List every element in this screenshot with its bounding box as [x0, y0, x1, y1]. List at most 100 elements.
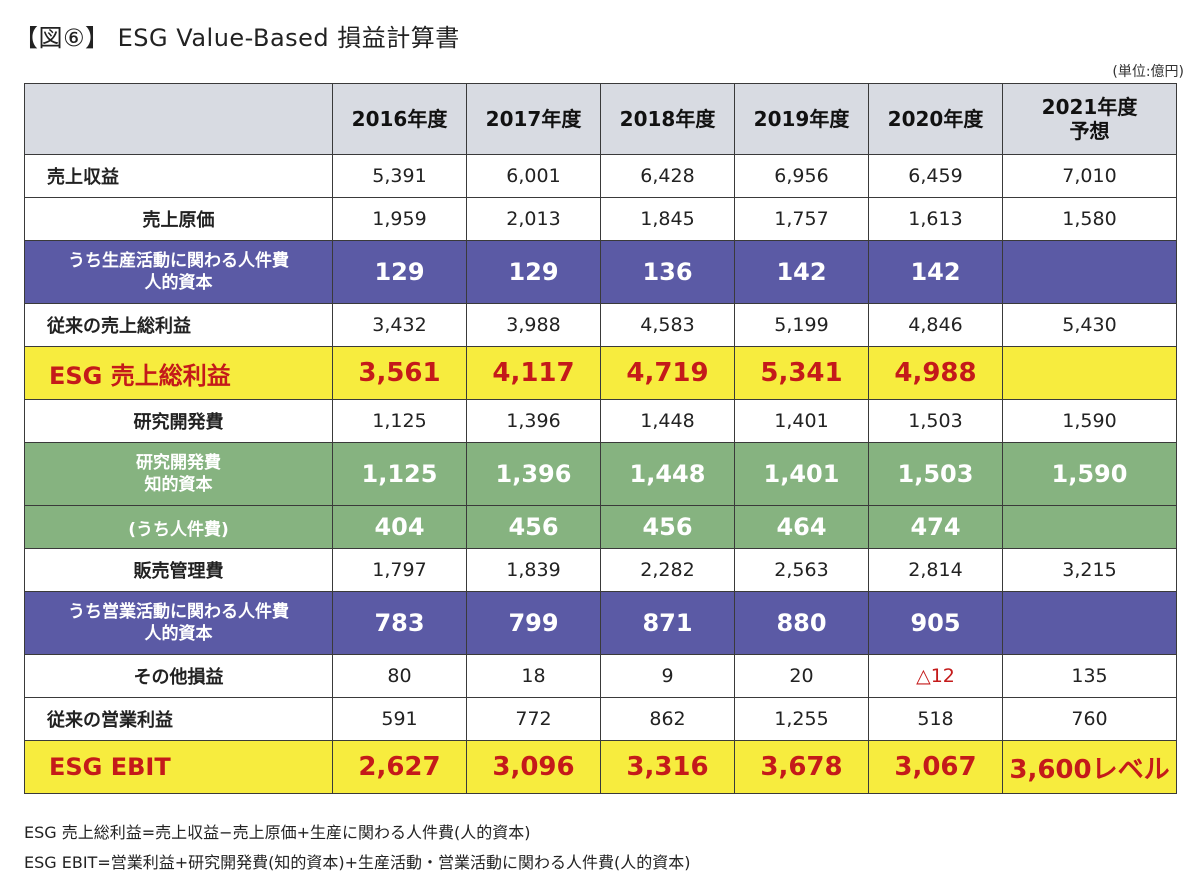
row-label: 研究開発費	[24, 399, 333, 443]
value-cell: 1,580	[1002, 197, 1177, 241]
row-label-text: (うち人件費)	[128, 519, 229, 540]
table-body: 売上収益 5,391 6,001 6,428 6,956 6,459 7,010 売上原価 1,…	[24, 154, 1177, 794]
value-cell: 2,814	[868, 548, 1003, 592]
value-cell: 1,590	[1002, 442, 1177, 506]
value-cell: 3,316	[600, 740, 735, 794]
value-cell: 1,797	[332, 548, 467, 592]
value-cell: 862	[600, 697, 735, 741]
row-label: 売上収益	[24, 154, 333, 198]
row-label-text: うち営業活動に関わる人件費	[68, 602, 289, 622]
table-row: 販売管理費 1,797 1,839 2,282 2,563 2,814 3,215	[24, 548, 1177, 592]
table-row: 従来の営業利益 591 772 862 1,255 518 760	[24, 697, 1177, 741]
row-label-text: 売上収益	[47, 167, 119, 188]
row-label: ESG 売上総利益	[24, 346, 333, 400]
value-cell: 1,845	[600, 197, 735, 241]
value-cell: 142	[868, 240, 1003, 304]
value-cell: 5,199	[734, 303, 869, 347]
value-cell: 1,401	[734, 442, 869, 506]
value-cell: 1,959	[332, 197, 467, 241]
value-cell: 474	[868, 505, 1003, 549]
row-label-text: 従来の売上総利益	[47, 316, 191, 337]
value-cell: 2,563	[734, 548, 869, 592]
header-corner	[24, 83, 333, 155]
table-row: 研究開発費 知的資本 1,125 1,396 1,448 1,401 1,503 1,590	[24, 442, 1177, 506]
value-cell: 591	[332, 697, 467, 741]
header-2021-year: 2021年度	[1041, 95, 1138, 119]
value-cell: 1,448	[600, 399, 735, 443]
value-cell: 1,503	[868, 442, 1003, 506]
row-label-sub: 知的資本	[144, 475, 213, 495]
value-cell: 136	[600, 240, 735, 304]
value-cell: 456	[466, 505, 601, 549]
table-row: 売上原価 1,959 2,013 1,845 1,757 1,613 1,580	[24, 197, 1177, 241]
value-cell: 129	[466, 240, 601, 304]
value-cell: 1,503	[868, 399, 1003, 443]
row-label: 従来の営業利益	[24, 697, 333, 741]
table-row: うち営業活動に関わる人件費 人的資本 783 799 871 880 905	[24, 591, 1177, 655]
footnotes: ESG 売上総利益=売上収益−売上原価+生産に関わる人件費(人的資本) ESG …	[24, 818, 691, 878]
value-cell: 5,391	[332, 154, 467, 198]
value-cell: 4,988	[868, 346, 1003, 400]
footnote-esg-gross-profit: ESG 売上総利益=売上収益−売上原価+生産に関わる人件費(人的資本)	[24, 823, 531, 842]
value-cell: 871	[600, 591, 735, 655]
value-cell: 6,001	[466, 154, 601, 198]
value-cell: 129	[332, 240, 467, 304]
value-cell: 4,719	[600, 346, 735, 400]
value-cell: 142	[734, 240, 869, 304]
value-cell: 772	[466, 697, 601, 741]
row-label-text: ESG EBIT	[49, 753, 171, 781]
value-cell: 3,561	[332, 346, 467, 400]
value-cell: 9	[600, 654, 735, 698]
row-label-text: 販売管理費	[133, 561, 224, 582]
table-row: (うち人件費) 404 456 456 464 474	[24, 505, 1177, 549]
table-row: 研究開発費 1,125 1,396 1,448 1,401 1,503 1,590	[24, 399, 1177, 443]
unit-note: (単位:億円)	[1112, 64, 1184, 80]
value-cell: 1,255	[734, 697, 869, 741]
row-label-text: 研究開発費	[136, 453, 221, 473]
value-cell: 1,590	[1002, 399, 1177, 443]
value-cell	[1002, 346, 1177, 400]
value-cell	[1002, 505, 1177, 549]
table-row: その他損益 80 18 9 20 △12 135	[24, 654, 1177, 698]
table-row: 従来の売上総利益 3,432 3,988 4,583 5,199 4,846 5,430	[24, 303, 1177, 347]
value-cell: 2,013	[466, 197, 601, 241]
value-cell: 1,125	[332, 399, 467, 443]
value-cell: 4,583	[600, 303, 735, 347]
value-cell: 3,215	[1002, 548, 1177, 592]
footnote-esg-ebit: ESG EBIT=営業利益+研究開発費(知的資本)+生産活動・営業活動に関わる人…	[24, 853, 691, 872]
value-cell: 18	[466, 654, 601, 698]
value-cell: 80	[332, 654, 467, 698]
row-label: 売上原価	[24, 197, 333, 241]
value-cell: 6,956	[734, 154, 869, 198]
value-cell: 5,430	[1002, 303, 1177, 347]
value-cell: 1,839	[466, 548, 601, 592]
row-label-sub: 人的資本	[144, 624, 213, 644]
value-cell: 799	[466, 591, 601, 655]
value-cell: 1,396	[466, 399, 601, 443]
value-cell: 760	[1002, 697, 1177, 741]
value-cell: 20	[734, 654, 869, 698]
value-cell: 4,846	[868, 303, 1003, 347]
value-cell: 5,341	[734, 346, 869, 400]
value-cell: 1,396	[466, 442, 601, 506]
header-2019: 2019年度	[734, 83, 869, 155]
row-label: 研究開発費 知的資本	[24, 442, 333, 506]
value-cell: 3,600レベル	[1002, 740, 1177, 794]
row-label: その他損益	[24, 654, 333, 698]
row-label: 従来の売上総利益	[24, 303, 333, 347]
header-2018: 2018年度	[600, 83, 735, 155]
page-title: 【図⑥】 ESG Value-Based 損益計算書	[14, 24, 460, 52]
value-cell: 3,432	[332, 303, 467, 347]
table-row: うち生産活動に関わる人件費 人的資本 129 129 136 142 142	[24, 240, 1177, 304]
value-cell: 3,678	[734, 740, 869, 794]
value-cell: 3,067	[868, 740, 1003, 794]
row-label-text: 研究開発費	[133, 412, 224, 433]
row-label: ESG EBIT	[24, 740, 333, 794]
value-cell: 1,613	[868, 197, 1003, 241]
value-cell: 6,459	[868, 154, 1003, 198]
value-cell: 518	[868, 697, 1003, 741]
value-cell	[1002, 240, 1177, 304]
row-label-text: その他損益	[133, 667, 224, 688]
row-label: うち生産活動に関わる人件費 人的資本	[24, 240, 333, 304]
value-cell: 2,282	[600, 548, 735, 592]
